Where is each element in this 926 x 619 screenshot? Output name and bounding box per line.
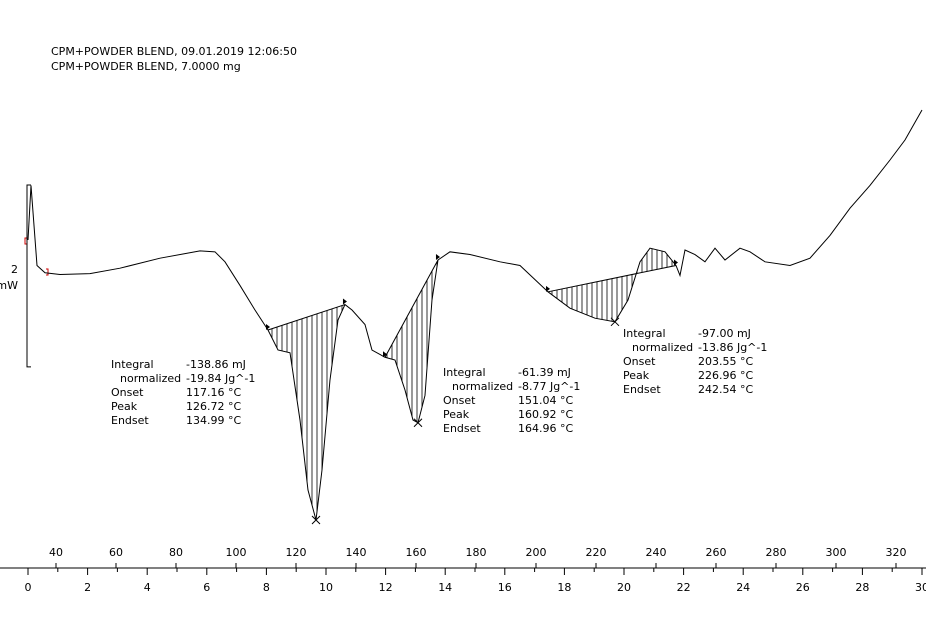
x-tick-label: 100 bbox=[225, 546, 246, 559]
x2-tick-label: 8 bbox=[263, 581, 270, 594]
integration-area bbox=[547, 248, 676, 322]
limit-marker bbox=[383, 351, 387, 358]
x-tick-label: 220 bbox=[585, 546, 606, 559]
integration-area bbox=[268, 304, 345, 520]
result-label: Endset bbox=[623, 383, 661, 396]
x2-tick-label: 26 bbox=[796, 581, 810, 594]
x-tick-label: 320 bbox=[885, 546, 906, 559]
limit-marker bbox=[342, 298, 347, 305]
x2-tick-label: 24 bbox=[736, 581, 750, 594]
range-marker bbox=[24, 237, 49, 276]
scale-bar-value: 2 bbox=[11, 263, 18, 276]
result-value: -138.86 mJ bbox=[186, 358, 246, 371]
x2-tick-label: 14 bbox=[438, 581, 452, 594]
x-tick-label: 180 bbox=[465, 546, 486, 559]
chart-subtitle: CPM+POWDER BLEND, 7.0000 mg bbox=[51, 60, 241, 73]
result-label: normalized bbox=[452, 380, 513, 393]
x-tick-label: 160 bbox=[405, 546, 426, 559]
result-value: 203.55 °C bbox=[698, 355, 753, 368]
result-value: 126.72 °C bbox=[186, 400, 241, 413]
result-value: 164.96 °C bbox=[518, 422, 573, 435]
x2-tick-label: 12 bbox=[379, 581, 393, 594]
result-label: Peak bbox=[443, 408, 470, 421]
result-value: 160.92 °C bbox=[518, 408, 573, 421]
x-tick-label: 280 bbox=[765, 546, 786, 559]
result-label: Onset bbox=[623, 355, 656, 368]
x-tick-label: 60 bbox=[109, 546, 123, 559]
result-value: 151.04 °C bbox=[518, 394, 573, 407]
result-label: Integral bbox=[443, 366, 486, 379]
integration-baseline bbox=[547, 264, 677, 293]
x-tick-label: 140 bbox=[345, 546, 366, 559]
x2-tick-label: 20 bbox=[617, 581, 631, 594]
result-label: Integral bbox=[111, 358, 154, 371]
result-value: -13.86 Jg^-1 bbox=[698, 341, 767, 354]
scale-bar-unit: mW bbox=[0, 279, 18, 292]
result-value: -61.39 mJ bbox=[518, 366, 571, 379]
chart-title: CPM+POWDER BLEND, 09.01.2019 12:06:50 bbox=[51, 45, 297, 58]
x2-tick-label: 0 bbox=[25, 581, 32, 594]
result-label: normalized bbox=[632, 341, 693, 354]
integration-baseline bbox=[384, 259, 439, 358]
result-label: normalized bbox=[120, 372, 181, 385]
scale-bar bbox=[26, 184, 31, 368]
x2-tick-label: 28 bbox=[855, 581, 869, 594]
result-label: Peak bbox=[111, 400, 138, 413]
x-tick-label: 80 bbox=[169, 546, 183, 559]
result-value: 134.99 °C bbox=[186, 414, 241, 427]
limit-marker bbox=[674, 259, 678, 266]
x-tick-label: 120 bbox=[285, 546, 306, 559]
integration-baseline bbox=[267, 304, 346, 331]
x2-tick-label: 4 bbox=[144, 581, 151, 594]
x-tick-label: 300 bbox=[825, 546, 846, 559]
x2-tick-label: 22 bbox=[677, 581, 691, 594]
result-label: Peak bbox=[623, 369, 650, 382]
x-tick-label: 260 bbox=[705, 546, 726, 559]
result-label: Onset bbox=[443, 394, 476, 407]
x-tick-label: 40 bbox=[49, 546, 63, 559]
result-value: 117.16 °C bbox=[186, 386, 241, 399]
result-value: -8.77 Jg^-1 bbox=[518, 380, 580, 393]
result-value: -97.00 mJ bbox=[698, 327, 751, 340]
result-label: Endset bbox=[111, 414, 149, 427]
result-label: Integral bbox=[623, 327, 666, 340]
x2-tick-label: 16 bbox=[498, 581, 512, 594]
result-label: Endset bbox=[443, 422, 481, 435]
x-tick-label: 200 bbox=[525, 546, 546, 559]
limit-marker bbox=[435, 254, 440, 260]
x2-tick-label: 2 bbox=[84, 581, 91, 594]
x-tick-label: 240 bbox=[645, 546, 666, 559]
result-value: 242.54 °C bbox=[698, 383, 753, 396]
x2-tick-label: 6 bbox=[203, 581, 210, 594]
x2-tick-label: 10 bbox=[319, 581, 333, 594]
dsc-curve bbox=[27, 109, 923, 521]
result-label: Onset bbox=[111, 386, 144, 399]
x2-tick-label: 18 bbox=[557, 581, 571, 594]
result-value: 226.96 °C bbox=[698, 369, 753, 382]
result-value: -19.84 Jg^-1 bbox=[186, 372, 255, 385]
integration-area bbox=[385, 260, 438, 423]
x2-tick-label: 30 bbox=[915, 581, 926, 594]
